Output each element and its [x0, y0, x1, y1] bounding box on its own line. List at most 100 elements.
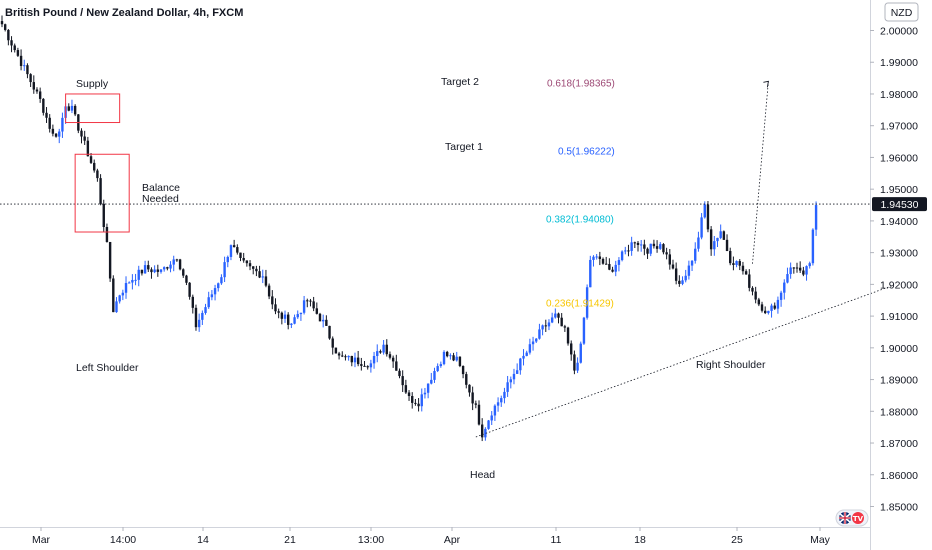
candle — [26, 63, 29, 79]
candle — [598, 251, 602, 266]
candle — [356, 350, 360, 367]
candle — [299, 312, 303, 321]
candle — [169, 261, 172, 273]
candle — [570, 340, 573, 361]
y-tick-label: 1.90000 — [880, 343, 918, 355]
candle — [420, 388, 423, 412]
candle — [32, 75, 35, 94]
candle — [188, 282, 191, 300]
x-axis[interactable]: Mar 14:00 14 21 13:00 Apr 11 18 25 May — [32, 527, 831, 546]
x-tick-label: May — [810, 534, 831, 546]
supply-box — [65, 93, 121, 124]
x-tick-label: Apr — [444, 534, 461, 546]
x-tick-label: 21 — [284, 534, 296, 546]
candle — [13, 43, 16, 53]
candle — [197, 313, 201, 332]
x-tick-label: 14 — [197, 534, 209, 546]
candle — [118, 294, 121, 304]
candle — [811, 228, 815, 266]
candle — [280, 311, 284, 325]
candle — [99, 174, 102, 206]
candle — [709, 226, 713, 256]
candle — [573, 350, 576, 375]
last-price-label: 1.94530 — [872, 197, 927, 212]
candle — [449, 353, 452, 360]
candle — [614, 260, 617, 277]
candle — [627, 244, 630, 257]
uk-flag-icon[interactable]: TV — [835, 509, 869, 527]
candle — [274, 298, 277, 315]
candle — [496, 397, 500, 412]
candle — [252, 266, 255, 275]
candle — [134, 273, 137, 286]
candle — [404, 379, 408, 394]
candle — [376, 344, 379, 363]
candle — [544, 319, 547, 332]
candle — [23, 59, 26, 71]
y-tick-label: 1.95000 — [880, 184, 918, 196]
candle — [287, 312, 290, 330]
candle — [439, 361, 443, 368]
candle — [175, 258, 179, 262]
candle — [754, 286, 757, 304]
candle — [700, 213, 703, 240]
fib-level-label: 0.236(1.91429) — [546, 298, 614, 309]
candle — [665, 247, 668, 260]
candle — [595, 253, 598, 260]
candle — [70, 99, 74, 114]
candle — [725, 234, 729, 252]
candle — [29, 73, 32, 88]
candle — [461, 365, 465, 379]
candle — [592, 255, 595, 267]
currency-badge[interactable]: NZD — [884, 2, 919, 22]
candle — [261, 269, 264, 284]
y-axis[interactable]: 2.00000 1.99000 1.98000 1.97000 1.96000 1.950… — [870, 26, 918, 514]
x-tick-label: 13:00 — [358, 534, 384, 546]
candle — [554, 308, 557, 319]
candle — [73, 104, 77, 117]
candle — [617, 257, 621, 272]
candle — [411, 392, 414, 409]
candle — [525, 350, 528, 357]
candle — [96, 168, 99, 182]
candle — [245, 260, 249, 267]
candle — [414, 398, 417, 406]
candle — [493, 404, 497, 421]
candle — [512, 368, 516, 385]
candle — [639, 240, 643, 252]
candle — [585, 284, 589, 320]
candle — [624, 246, 627, 255]
candle — [477, 400, 481, 426]
candle — [337, 351, 341, 360]
candle — [395, 354, 398, 371]
candle — [744, 269, 748, 275]
candle — [538, 323, 541, 340]
candle — [140, 269, 144, 276]
chart-title: British Pound / New Zealand Dollar, 4h, … — [5, 7, 243, 19]
y-tick-label: 1.99000 — [880, 57, 918, 69]
candle — [490, 411, 493, 426]
candle — [767, 310, 770, 315]
candle — [166, 266, 169, 271]
candle — [633, 241, 637, 248]
candle — [442, 350, 446, 366]
candle — [267, 283, 271, 300]
candle — [509, 376, 512, 389]
candle — [579, 341, 582, 364]
candle — [557, 312, 560, 324]
candle — [468, 384, 471, 397]
candle — [210, 290, 214, 301]
candle — [35, 87, 39, 94]
candle — [369, 359, 373, 373]
x-tick-label: 18 — [634, 534, 646, 546]
candle — [566, 326, 570, 346]
tv-badge-label: TV — [853, 515, 864, 523]
candle — [764, 306, 767, 315]
candle — [550, 312, 554, 324]
candle — [204, 303, 207, 315]
projection-line — [752, 81, 769, 264]
candle — [309, 298, 312, 307]
candle — [315, 302, 319, 315]
candle — [283, 310, 287, 323]
candle — [773, 302, 776, 310]
